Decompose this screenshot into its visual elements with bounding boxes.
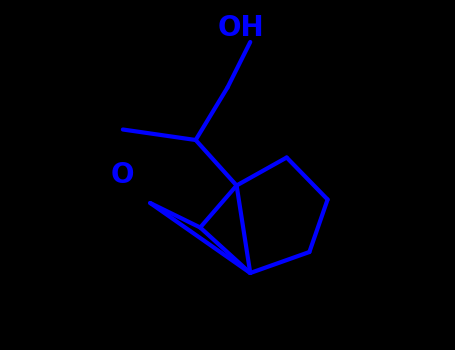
Text: O: O: [111, 161, 135, 189]
Text: OH: OH: [218, 14, 264, 42]
